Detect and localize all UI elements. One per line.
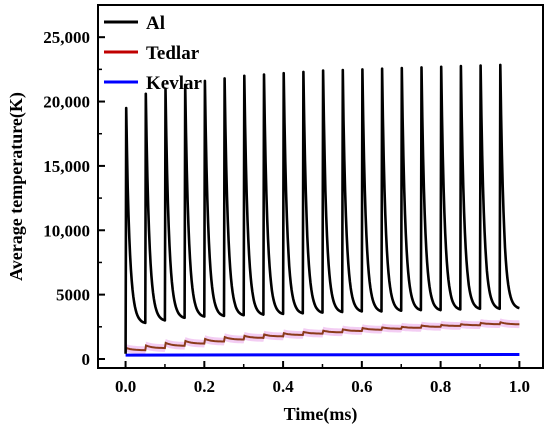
legend: Al Tedlar Kevlar bbox=[104, 13, 202, 94]
x-tick-label: 1.0 bbox=[509, 377, 530, 396]
al-line bbox=[124, 63, 520, 354]
x-tick-label: 0.2 bbox=[194, 377, 215, 396]
y-axis-title: Average temperature(K) bbox=[6, 92, 27, 281]
x-tick-label: 0.8 bbox=[430, 377, 451, 396]
legend-label-al: Al bbox=[146, 13, 165, 34]
y-tick-label: 0 bbox=[82, 350, 91, 369]
x-tick-label: 0.4 bbox=[272, 377, 294, 396]
series-lines bbox=[124, 63, 520, 357]
legend-label-tedlar: Tedlar bbox=[146, 43, 200, 64]
plot-frame bbox=[97, 4, 544, 369]
axis-ticks: 0.0 0.2 0.4 0.6 0.8 1.0 0 5000 10,000 15,000 20,00… bbox=[43, 28, 530, 396]
x-axis-title: Time(ms) bbox=[284, 404, 358, 425]
y-tick-label: 25,000 bbox=[43, 28, 90, 47]
y-tick-label: 20,000 bbox=[43, 93, 90, 112]
y-tick-label: 15,000 bbox=[43, 157, 90, 176]
x-tick-label: 0.0 bbox=[115, 377, 136, 396]
legend-label-kevlar: Kevlar bbox=[146, 73, 202, 94]
tedlar-line bbox=[124, 321, 520, 353]
y-tick-label: 5000 bbox=[56, 286, 90, 305]
y-tick-label: 10,000 bbox=[43, 221, 90, 240]
x-tick-label: 0.6 bbox=[351, 377, 372, 396]
kevlar-line bbox=[125, 353, 520, 357]
